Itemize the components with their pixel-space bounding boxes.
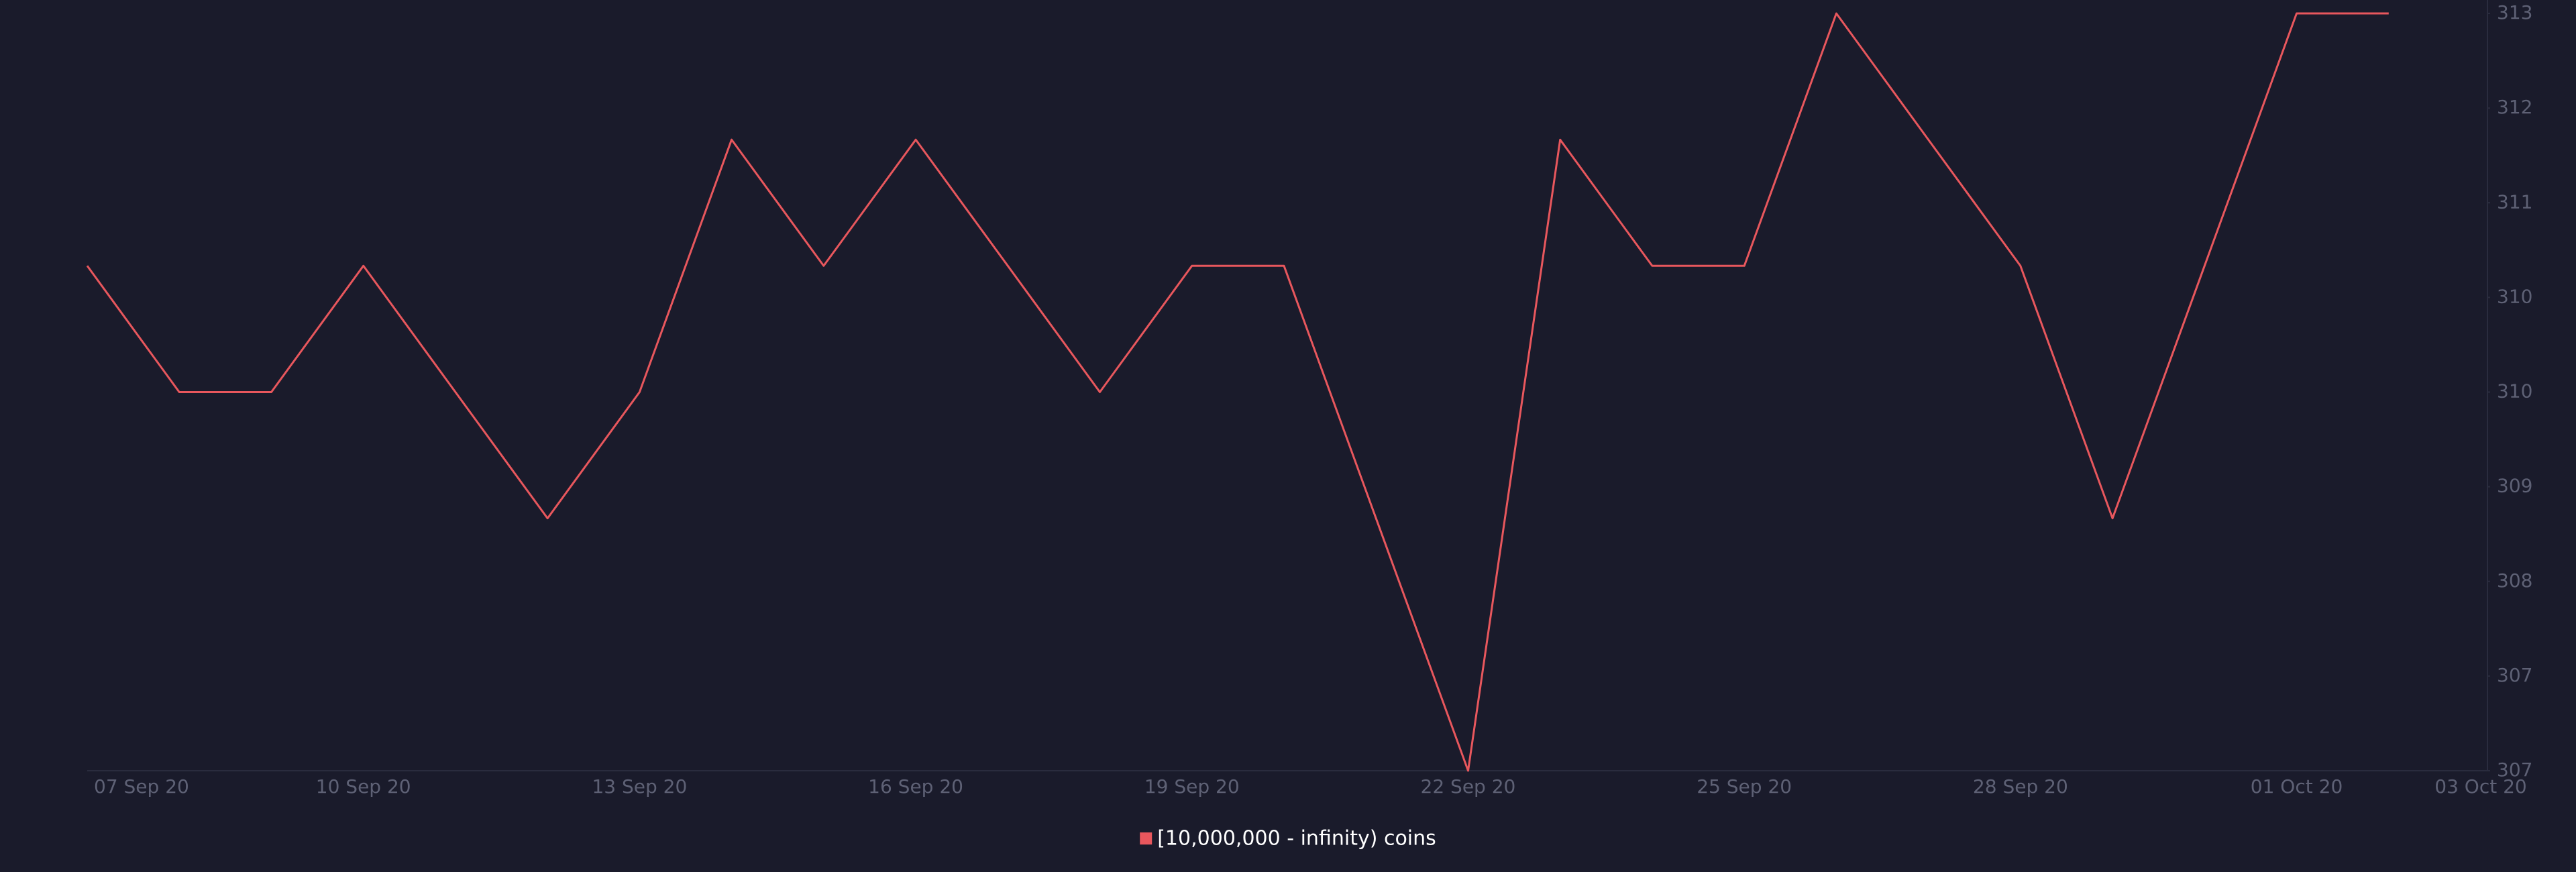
y-tick-label: 312 (2497, 96, 2532, 118)
y-tick-label: 310 (2497, 285, 2532, 307)
x-tick-label: 25 Sep 20 (1697, 775, 1792, 798)
x-tick-label: 28 Sep 20 (1973, 775, 2068, 798)
legend-label: [10,000,000 - infinity) coins (1157, 827, 1436, 851)
x-tick-label: 22 Sep 20 (1421, 775, 1516, 798)
y-tick-label: 309 (2497, 475, 2532, 497)
legend-swatch (1140, 832, 1152, 844)
x-tick-label: 10 Sep 20 (316, 775, 411, 798)
x-tick-label: 03 Oct 20 (2434, 775, 2526, 798)
x-tick-label: 01 Oct 20 (2251, 775, 2343, 798)
y-tick-label: 307 (2497, 664, 2532, 686)
x-tick-label: 19 Sep 20 (1144, 775, 1240, 798)
x-tick-label: 07 Sep 20 (94, 775, 189, 798)
y-tick-label: 308 (2497, 569, 2532, 592)
legend: [10,000,000 - infinity) coins (1140, 827, 1436, 851)
x-tick-label: 13 Sep 20 (592, 775, 687, 798)
legend-item: [10,000,000 - infinity) coins (1140, 827, 1436, 851)
series-line (86, 12, 2389, 772)
y-tick-label: 313 (2497, 1, 2532, 23)
x-tick-label: 16 Sep 20 (868, 775, 963, 798)
y-tick-label: 311 (2497, 190, 2532, 213)
y-tick-label: 307 (2497, 759, 2532, 781)
y-tick-label: 310 (2497, 380, 2532, 402)
